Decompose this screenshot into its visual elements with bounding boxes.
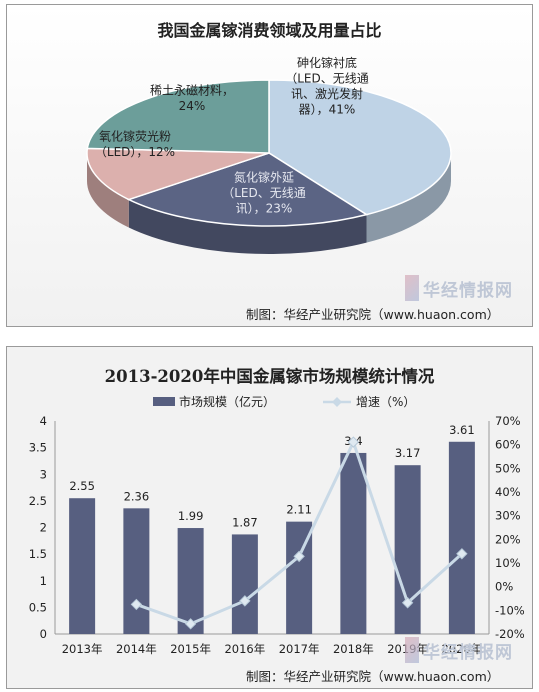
pie-chart-panel: 我国金属镓消费领域及用量占比 砷化镓衬底 （LED、无线通 讯、激光发射 器），41%… (6, 4, 533, 327)
watermark: 华经情报网 (423, 281, 513, 301)
pie-side-1 (128, 199, 367, 254)
y-tick-label: 2 (40, 521, 47, 535)
pie-side-2 (87, 153, 129, 228)
watermark-logo-icon (405, 637, 419, 663)
bar-value-label: 1.87 (232, 515, 258, 529)
y-tick-label: 2.5 (29, 494, 47, 508)
pie-slice-label: 讯、激光发射 (291, 86, 363, 101)
x-tick-label: 2013年 (62, 642, 103, 656)
pie-slice-label: 氧化镓荧光粉 (99, 128, 171, 143)
growth-point (401, 597, 414, 609)
bar (177, 528, 204, 634)
bar-value-label: 2.55 (69, 479, 95, 493)
x-tick-label: 2016年 (224, 642, 265, 656)
y-tick-label: 4 (40, 414, 47, 428)
y2-tick-label: -10% (495, 603, 525, 617)
growth-point (130, 598, 143, 611)
pie-chart-title: 我国金属镓消费领域及用量占比 (157, 21, 382, 40)
bar (394, 465, 421, 634)
x-tick-label: 2018年 (333, 642, 374, 656)
legend-bar-swatch (153, 397, 175, 406)
bar (231, 534, 258, 634)
pie-side-0 (366, 153, 451, 243)
pie-slice-label: 稀土永磁材料， (150, 82, 234, 97)
pie-slice-label: 讯），23% (236, 202, 293, 216)
y2-tick-label: 70% (495, 414, 521, 428)
growth-point (293, 550, 305, 563)
bar-chart-panel: 2013-2020年中国金属镓市场规模统计情况 市场规模（亿元） 增速（%） 0 0.… (6, 346, 533, 689)
y-tick-label: 3 (40, 467, 47, 481)
y2-tick-label: 50% (495, 461, 521, 475)
pie-slice-label: 氮化镓外延 (234, 170, 294, 185)
y-tick-label: 3.5 (29, 441, 47, 455)
bar-chart-title: 2013-2020年中国金属镓市场规模统计情况 (104, 367, 435, 386)
y2-tick-label: 20% (495, 532, 521, 546)
watermark-logo-icon (405, 275, 419, 301)
bar-source-note: 制图：华经产业研究院（www.huaon.com） (246, 669, 500, 684)
legend-bar-label: 市场规模（亿元） (179, 394, 275, 409)
pie-chart: 砷化镓衬底（LED、无线通讯、激光发射器），41%氮化镓外延（LED、无线通讯）… (86, 55, 452, 254)
x-tick-label: 2014年 (116, 642, 157, 656)
bar (69, 498, 96, 634)
pie-slice-label: 24% (179, 99, 206, 113)
bar-value-label: 1.99 (178, 509, 204, 523)
bar-value-label: 3.17 (395, 446, 421, 460)
pie-slice-label: 器），41% (299, 102, 356, 116)
y-tick-label: 1.5 (29, 547, 47, 561)
pie-slice-label: （LED、无线通 (285, 71, 369, 85)
pie-slice-label: （LED），12% (95, 145, 175, 159)
y2-tick-label: 10% (495, 556, 521, 570)
growth-point (184, 618, 197, 630)
y2-tick-label: 40% (495, 485, 521, 499)
growth-point (456, 548, 468, 560)
bar-value-label: 2.11 (286, 503, 312, 517)
y2-tick-label: 60% (495, 438, 521, 452)
pie-slice-3 (86, 79, 270, 154)
bar (340, 452, 367, 634)
x-tick-label: 2017年 (279, 642, 320, 656)
growth-point (347, 436, 360, 448)
pie-slice-1 (126, 152, 369, 227)
x-tick-label: 2020年 (441, 642, 482, 656)
bar (448, 441, 475, 634)
watermark: 华经情报网 (423, 643, 513, 663)
pie-source-note: 制图：华经产业研究院（www.huaon.com） (246, 307, 500, 322)
y2-tick-label: 30% (495, 509, 521, 523)
y2-tick-label: 0% (495, 580, 513, 594)
pie-slice-2 (86, 147, 270, 201)
legend-line-label: 增速（%） (356, 395, 415, 409)
y2-tick-label: -20% (495, 627, 525, 641)
bar-value-label: 3.61 (449, 423, 475, 437)
pie-slice-label: 砷化镓衬底 (297, 55, 357, 70)
pie-slice-label: （LED、无线通 (222, 186, 306, 200)
legend-line-marker (332, 397, 342, 407)
growth-point (239, 595, 251, 607)
bar (123, 508, 150, 634)
bar-value-label: 2.36 (124, 489, 150, 503)
y-tick-label: 1 (40, 574, 47, 588)
x-tick-label: 2015年 (170, 642, 211, 656)
y-tick-label: 0.5 (29, 600, 47, 614)
y-tick-label: 0 (40, 627, 47, 641)
bar-line-chart: 市场规模（亿元） 增速（%） 0 0.5 1 1.5 2 2.5 3 3.5 4 -20% -10% 0%… (29, 394, 525, 656)
